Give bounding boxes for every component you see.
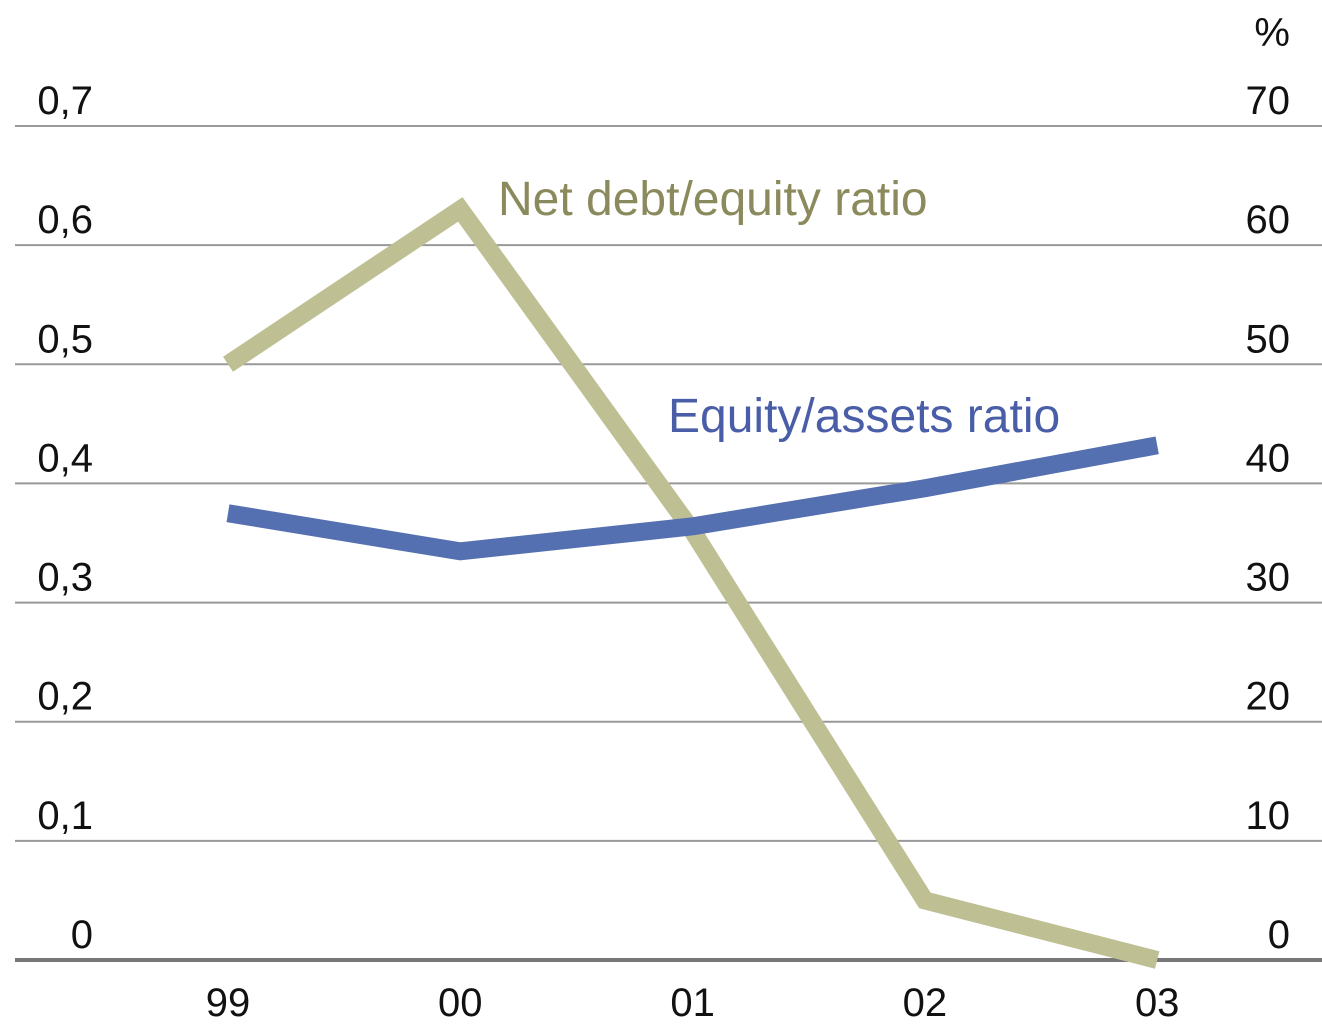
x-tick-label: 01 bbox=[670, 981, 715, 1024]
y-tick-label: 0 bbox=[71, 913, 93, 957]
series-label: Equity/assets ratio bbox=[668, 390, 1060, 443]
y2-tick-label: 10 bbox=[1246, 794, 1291, 838]
y-tick-label: 0,6 bbox=[37, 198, 93, 242]
y2-tick-label: 0 bbox=[1268, 913, 1290, 957]
y-tick-label: 0,7 bbox=[37, 79, 93, 123]
y2-axis-label: % bbox=[1254, 11, 1290, 55]
x-tick-label: 00 bbox=[438, 981, 483, 1024]
y2-tick-label: 60 bbox=[1246, 198, 1291, 242]
y-tick-label: 0,2 bbox=[37, 675, 93, 719]
x-tick-label: 99 bbox=[206, 981, 251, 1024]
series-line bbox=[223, 197, 1160, 969]
x-tick-label: 03 bbox=[1135, 981, 1180, 1024]
series-line bbox=[226, 436, 1159, 561]
y-tick-label: 0,4 bbox=[37, 436, 93, 480]
y2-tick-label: 40 bbox=[1246, 436, 1291, 480]
y2-tick-label: 30 bbox=[1246, 556, 1291, 600]
y-tick-label: 0,5 bbox=[37, 317, 93, 361]
x-tick-label: 02 bbox=[903, 981, 948, 1024]
y-tick-label: 0,3 bbox=[37, 556, 93, 600]
series-label: Net debt/equity ratio bbox=[498, 173, 928, 226]
y-tick-label: 0,1 bbox=[37, 794, 93, 838]
y2-tick-label: 50 bbox=[1246, 317, 1291, 361]
y2-tick-label: 70 bbox=[1246, 79, 1291, 123]
y2-tick-label: 20 bbox=[1246, 675, 1291, 719]
